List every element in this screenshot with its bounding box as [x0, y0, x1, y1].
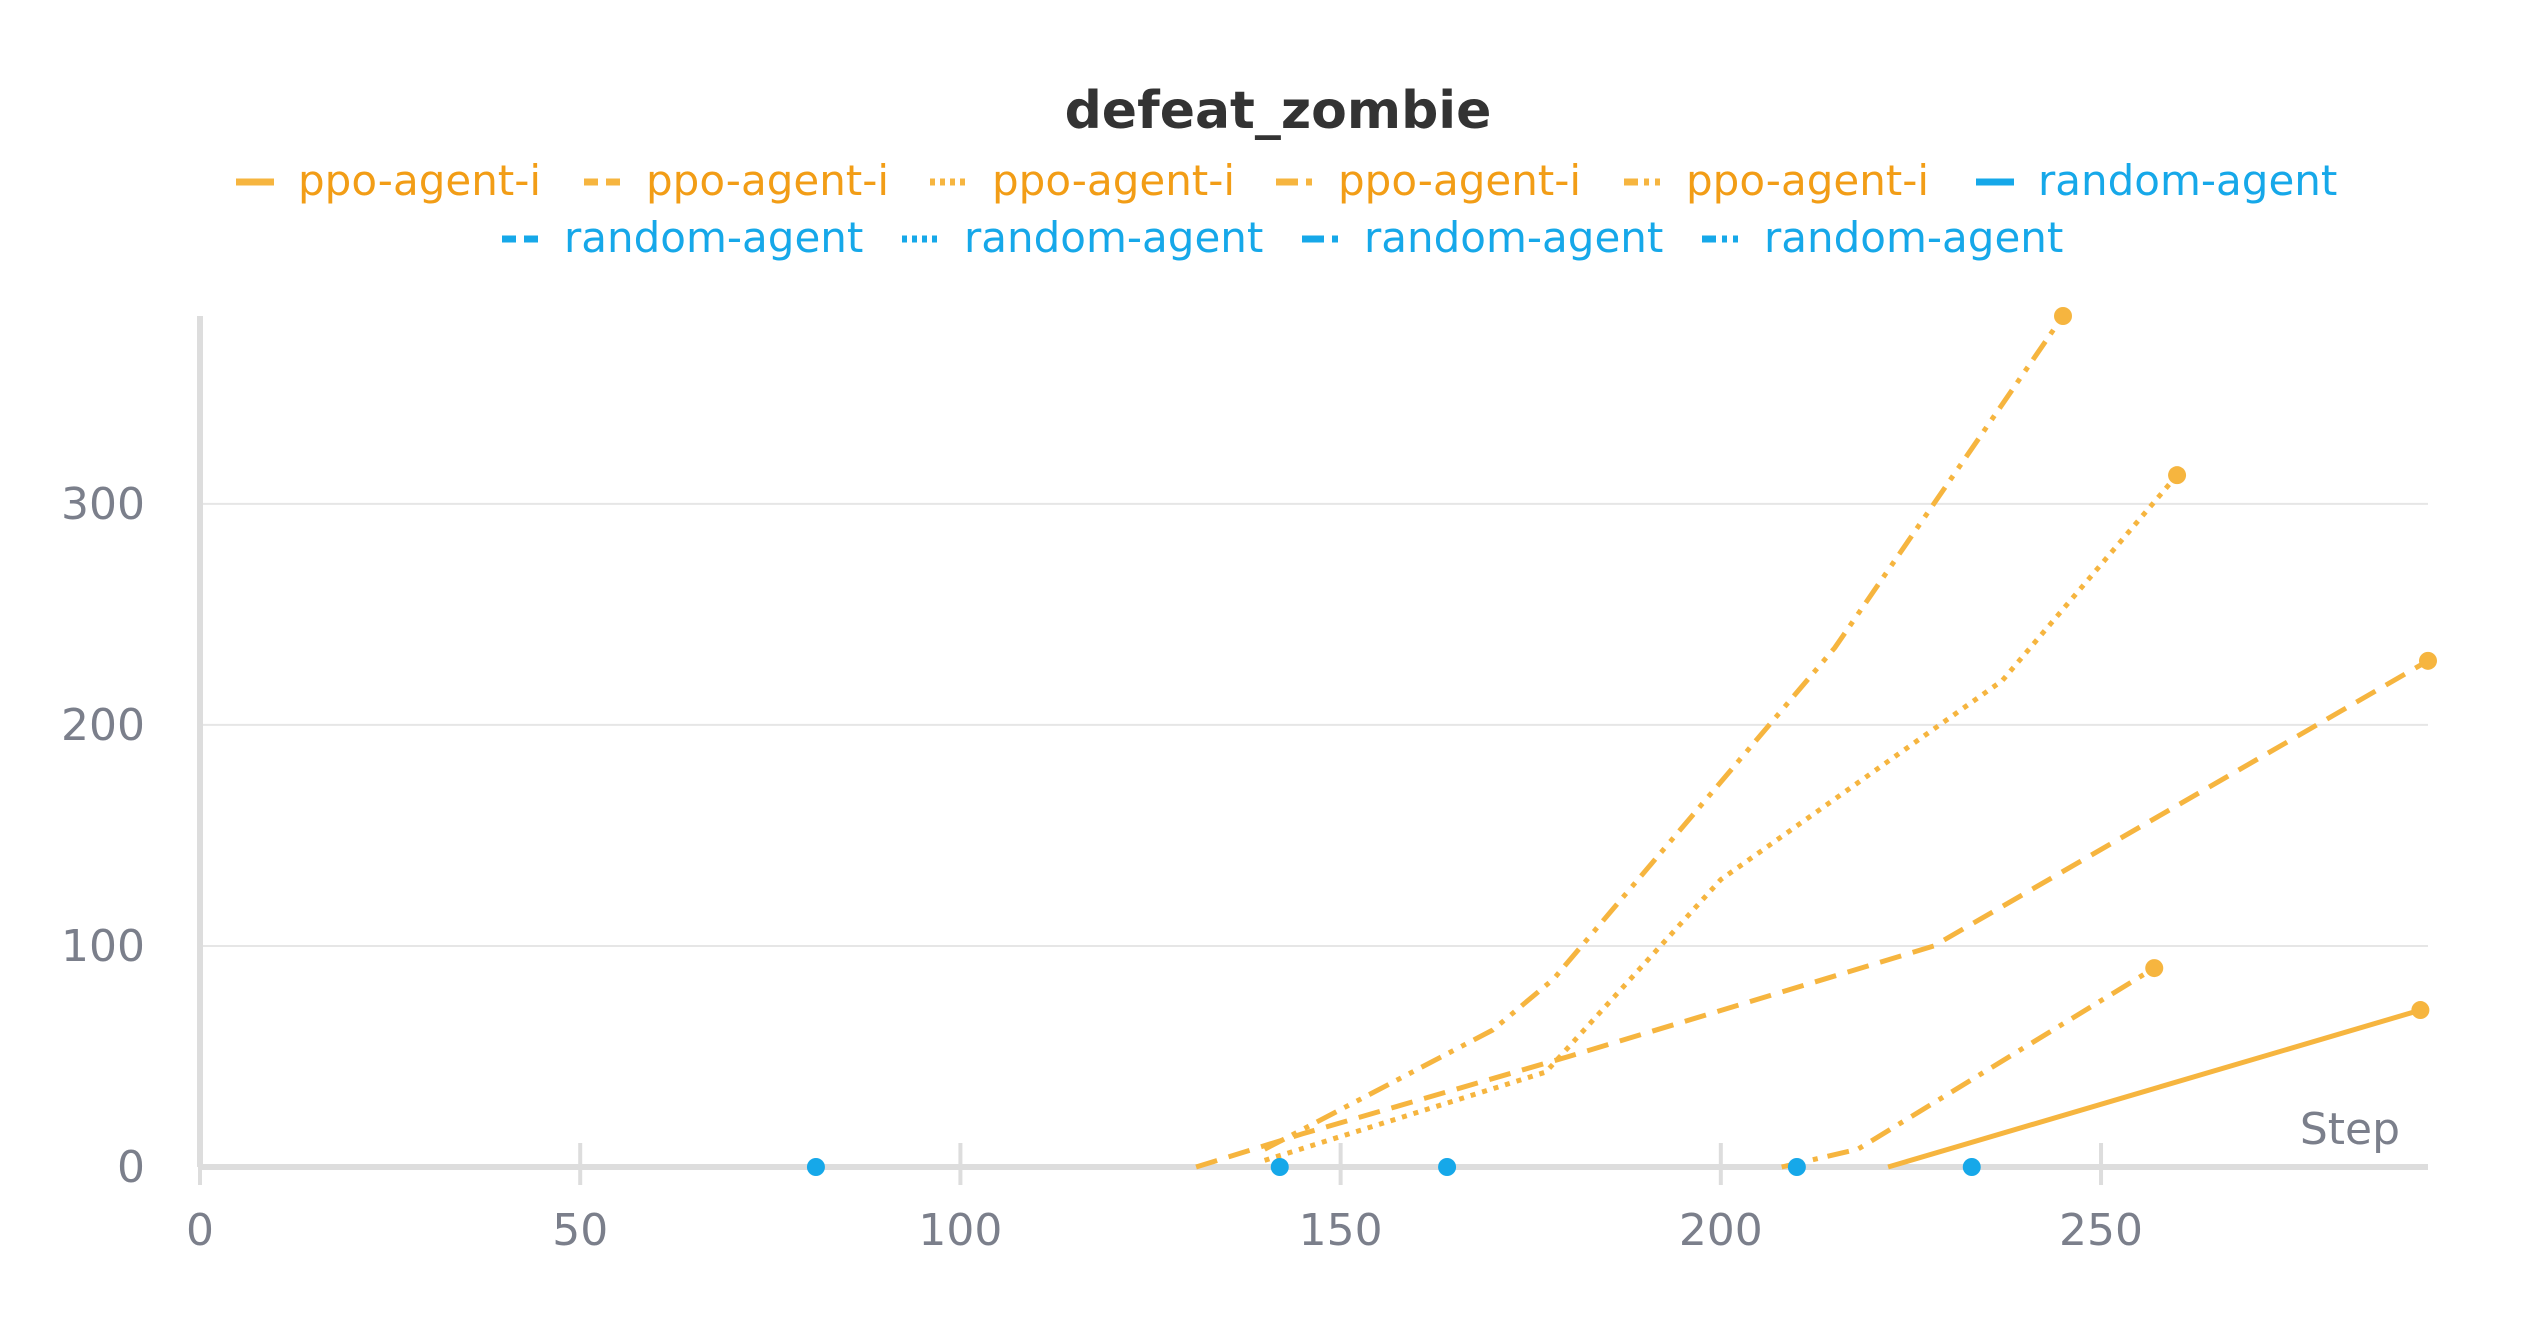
data-point — [2054, 307, 2073, 325]
legend-item[interactable]: ppo-agent-i — [584, 156, 889, 205]
series-random-dot — [1438, 1158, 1457, 1176]
y-tick-label: 0 — [117, 1142, 145, 1193]
series-layer — [806, 307, 2437, 1176]
chart-title: defeat_zombie — [1065, 81, 1492, 141]
data-point — [1438, 1158, 1457, 1176]
y-tick-label: 100 — [61, 921, 145, 972]
data-point — [1787, 1158, 1806, 1176]
series-ppo-dash — [1195, 651, 2437, 1170]
x-tick-label: 200 — [1679, 1205, 1763, 1256]
series-random-dashdot — [1787, 1158, 1806, 1176]
data-point — [2419, 651, 2437, 670]
x-tick-label: 50 — [552, 1205, 608, 1256]
legend-item[interactable]: random-agent — [1976, 156, 2337, 205]
tick-labels: 0 100 200 300 0 50 100 150 200 250 — [61, 479, 2143, 1256]
x-tick-label: 150 — [1299, 1205, 1383, 1256]
series-random-solid — [806, 1158, 825, 1176]
legend-item[interactable]: ppo-agent-i — [1276, 156, 1581, 205]
series-line — [1887, 1007, 2422, 1170]
legend-item[interactable]: ppo-agent-i — [930, 156, 1235, 205]
data-point — [1962, 1158, 1981, 1176]
series-ppo-dashdot — [1781, 959, 2164, 1170]
legend-label: random-agent — [964, 213, 1263, 262]
series-ppo-dot — [1263, 466, 2187, 1163]
y-tick-label: 300 — [61, 479, 145, 530]
legend-item[interactable]: random-agent — [902, 213, 1263, 262]
legend-item[interactable]: random-agent — [1702, 213, 2063, 262]
series-random-dash — [1270, 1158, 1289, 1176]
x-axis-label: Step — [2300, 1104, 2400, 1155]
x-tick-label: 0 — [186, 1205, 214, 1256]
legend-label: random-agent — [2038, 156, 2337, 205]
legend-label: random-agent — [1764, 213, 2063, 262]
legend-label: ppo-agent-i — [1338, 156, 1581, 205]
data-point — [2168, 466, 2187, 485]
x-tick-label: 250 — [2059, 1205, 2143, 1256]
legend-label: ppo-agent-i — [646, 156, 889, 205]
series-line — [1781, 965, 2156, 1170]
x-tick-label: 100 — [918, 1205, 1002, 1256]
series-line — [1263, 473, 2180, 1163]
y-tick-label: 200 — [61, 700, 145, 751]
grid — [200, 502, 2428, 947]
data-point — [1270, 1158, 1289, 1176]
series-ppo-dashdotdot — [1263, 307, 2073, 1152]
legend-label: random-agent — [1364, 213, 1663, 262]
legend-label: ppo-agent-i — [298, 156, 541, 205]
legend-item[interactable]: random-agent — [1302, 213, 1663, 262]
legend: ppo-agent-i ppo-agent-i ppo-agent-i ppo-age… — [236, 156, 2337, 262]
legend-item[interactable]: ppo-agent-i — [1624, 156, 1929, 205]
legend-label: random-agent — [564, 213, 863, 262]
legend-label: ppo-agent-i — [1686, 156, 1929, 205]
legend-item[interactable]: random-agent — [502, 213, 863, 262]
data-point — [806, 1158, 825, 1176]
legend-item[interactable]: ppo-agent-i — [236, 156, 541, 205]
data-point — [2411, 1001, 2430, 1020]
data-point — [2145, 959, 2164, 978]
series-line — [1263, 314, 2066, 1152]
series-ppo-solid — [1887, 1001, 2430, 1170]
axes — [197, 316, 2428, 1185]
legend-label: ppo-agent-i — [992, 156, 1235, 205]
series-random-dashdotdot — [1962, 1158, 1981, 1176]
series-line — [1195, 658, 2430, 1170]
